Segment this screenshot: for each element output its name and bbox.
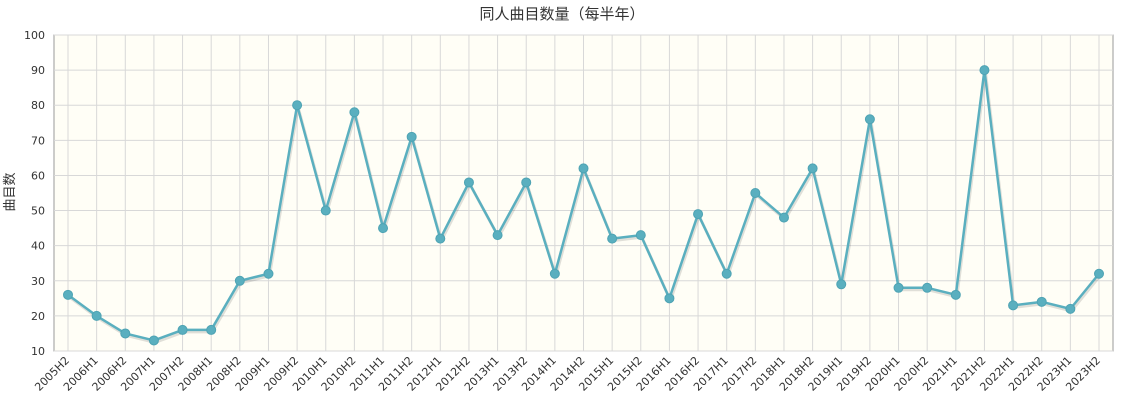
data-point[interactable] <box>549 268 560 279</box>
data-point[interactable] <box>864 114 875 125</box>
data-point[interactable] <box>120 328 131 339</box>
data-point[interactable] <box>320 205 331 216</box>
y-tick-label: 80 <box>31 99 45 112</box>
data-point[interactable] <box>807 163 818 174</box>
data-point[interactable] <box>349 107 360 118</box>
data-point[interactable] <box>177 324 188 335</box>
data-point[interactable] <box>836 279 847 290</box>
y-tick-label: 70 <box>31 134 45 147</box>
data-point[interactable] <box>664 293 675 304</box>
data-point[interactable] <box>1065 303 1076 314</box>
data-point[interactable] <box>607 233 618 244</box>
y-axis-label: 曲目数 <box>3 172 18 211</box>
data-point[interactable] <box>521 177 532 188</box>
y-axis-ticks: 10 20 30 40 50 60 70 80 90 100 <box>24 29 45 358</box>
x-axis-ticks: 2005H22006H12006H22007H12007H22008H12008… <box>32 354 1103 394</box>
data-point[interactable] <box>435 233 446 244</box>
y-tick-label: 40 <box>31 240 45 253</box>
y-tick-label: 90 <box>31 64 45 77</box>
data-point[interactable] <box>693 209 704 220</box>
y-tick-label: 50 <box>31 205 45 218</box>
data-point[interactable] <box>979 65 990 76</box>
y-tick-label: 100 <box>24 29 45 42</box>
data-point[interactable] <box>893 282 904 293</box>
data-point[interactable] <box>578 163 589 174</box>
y-tick-label: 20 <box>31 310 45 323</box>
data-point[interactable] <box>63 289 73 300</box>
y-tick-label: 10 <box>31 345 45 358</box>
data-point[interactable] <box>1094 268 1104 279</box>
y-tick-label: 60 <box>31 169 45 182</box>
data-point[interactable] <box>463 177 474 188</box>
data-point[interactable] <box>91 310 102 321</box>
data-point[interactable] <box>1036 296 1047 307</box>
data-point[interactable] <box>721 268 732 279</box>
data-point[interactable] <box>234 275 245 286</box>
data-point[interactable] <box>922 282 933 293</box>
data-point[interactable] <box>206 324 217 335</box>
data-points <box>63 65 1104 346</box>
data-point[interactable] <box>292 100 303 111</box>
data-point[interactable] <box>778 212 789 223</box>
data-point[interactable] <box>635 230 646 241</box>
data-point[interactable] <box>406 131 417 142</box>
chart-title: 同人曲目数量（每半年） <box>479 5 644 23</box>
data-point[interactable] <box>950 289 961 300</box>
y-tick-label: 30 <box>31 275 45 288</box>
data-point[interactable] <box>750 188 761 198</box>
data-point[interactable] <box>148 335 159 346</box>
data-point[interactable] <box>492 230 503 241</box>
data-point[interactable] <box>378 223 389 234</box>
data-point[interactable] <box>1008 300 1019 311</box>
data-point[interactable] <box>263 268 274 279</box>
